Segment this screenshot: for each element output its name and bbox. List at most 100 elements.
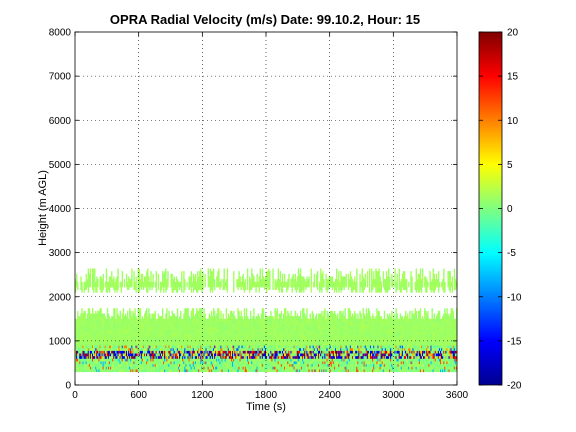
- heatmap-cell: [123, 358, 126, 362]
- heatmap-cell: [193, 353, 196, 357]
- heatmap-cell: [131, 363, 133, 367]
- heatmap-cell: [105, 342, 108, 346]
- heatmap-cell: [152, 281, 154, 285]
- heatmap-cell: [155, 345, 157, 349]
- heatmap-cell: [194, 366, 197, 370]
- heatmap-cell: [178, 321, 181, 325]
- heatmap-cell: [151, 281, 153, 285]
- heatmap-cell: [146, 308, 148, 312]
- heatmap-cell: [142, 321, 145, 325]
- heatmap-cell: [226, 279, 229, 283]
- heatmap-cell: [111, 339, 113, 343]
- heatmap-cell: [117, 316, 119, 320]
- heatmap-cell: [95, 329, 97, 333]
- heatmap-cell: [261, 350, 264, 354]
- heatmap-cell: [76, 347, 78, 351]
- heatmap-cell: [119, 334, 121, 338]
- heatmap-cell: [268, 284, 270, 288]
- heatmap-cell: [271, 347, 273, 351]
- heatmap-cell: [232, 369, 234, 373]
- heatmap-cell: [155, 358, 157, 362]
- heatmap-cell: [137, 324, 139, 328]
- heatmap-cell: [100, 358, 102, 362]
- heatmap-cell: [182, 366, 184, 370]
- heatmap-cell: [183, 284, 185, 288]
- heatmap-cell: [163, 353, 165, 357]
- heatmap-cell: [223, 276, 225, 280]
- heatmap-cell: [234, 339, 236, 343]
- heatmap-cell: [256, 318, 258, 322]
- heatmap-cell: [202, 324, 204, 328]
- heatmap-cell: [269, 321, 271, 325]
- heatmap-cell: [197, 276, 199, 280]
- heatmap-cell: [164, 366, 166, 370]
- heatmap-cell: [100, 281, 102, 285]
- heatmap-cell: [170, 326, 172, 330]
- heatmap-cell: [117, 268, 119, 272]
- heatmap-cell: [111, 342, 113, 346]
- heatmap-cell: [135, 350, 137, 354]
- heatmap-cell: [110, 369, 112, 373]
- heatmap-cell: [255, 355, 257, 359]
- heatmap-cell: [142, 284, 145, 288]
- heatmap-cell: [239, 355, 241, 359]
- heatmap-cell: [89, 332, 92, 335]
- heatmap-cell: [217, 358, 219, 362]
- heatmap-cell: [204, 358, 206, 362]
- heatmap-cell: [89, 355, 92, 359]
- heatmap-cell: [121, 337, 124, 341]
- heatmap-cell: [152, 355, 154, 359]
- heatmap-cell: [132, 329, 134, 333]
- heatmap-cell: [178, 324, 181, 328]
- heatmap-cell: [275, 337, 277, 341]
- heatmap-cell: [233, 326, 235, 330]
- heatmap-cell: [128, 276, 130, 280]
- heatmap-cell: [203, 358, 205, 362]
- heatmap-cell: [195, 339, 198, 343]
- heatmap-cell: [230, 324, 233, 328]
- heatmap-cell: [75, 363, 77, 367]
- heatmap-cell: [99, 363, 101, 367]
- heatmap-cell: [222, 332, 224, 335]
- heatmap-cell: [186, 281, 188, 285]
- heatmap-cell: [75, 281, 77, 285]
- heatmap-cell: [211, 273, 214, 277]
- heatmap-cell: [146, 273, 148, 277]
- heatmap-cell: [226, 284, 229, 288]
- heatmap-cell: [249, 347, 251, 351]
- heatmap-cell: [116, 361, 118, 365]
- heatmap-cell: [77, 281, 79, 285]
- heatmap-cell: [175, 347, 178, 351]
- heatmap-cell: [95, 316, 97, 320]
- heatmap-cell: [242, 342, 245, 346]
- heatmap-cell: [216, 342, 218, 346]
- heatmap-cell: [146, 316, 148, 320]
- heatmap-cell: [251, 355, 253, 359]
- heatmap-cell: [192, 313, 195, 317]
- heatmap-cell: [215, 334, 217, 338]
- heatmap-cell: [200, 284, 202, 288]
- heatmap-cell: [255, 369, 257, 373]
- heatmap-cell: [81, 289, 83, 293]
- heatmap-cell: [233, 337, 235, 341]
- heatmap-cell: [228, 366, 231, 370]
- heatmap-cell: [139, 321, 142, 325]
- heatmap-cell: [193, 287, 196, 290]
- heatmap-cell: [197, 281, 199, 285]
- heatmap-cell: [117, 271, 119, 275]
- heatmap-cell: [166, 318, 168, 322]
- heatmap-cell: [246, 361, 249, 365]
- heatmap-cell: [81, 353, 83, 357]
- heatmap-cell: [180, 339, 182, 343]
- heatmap-cell: [141, 332, 144, 335]
- heatmap-cell: [126, 334, 129, 338]
- heatmap-cell: [149, 332, 151, 335]
- heatmap-cell: [258, 316, 260, 320]
- heatmap-cell: [188, 339, 190, 343]
- heatmap-cell: [233, 313, 235, 317]
- heatmap-cell: [195, 342, 198, 346]
- heatmap-cell: [147, 339, 149, 343]
- heatmap-cell: [202, 326, 204, 330]
- heatmap-cell: [163, 284, 165, 288]
- heatmap-cell: [201, 342, 203, 346]
